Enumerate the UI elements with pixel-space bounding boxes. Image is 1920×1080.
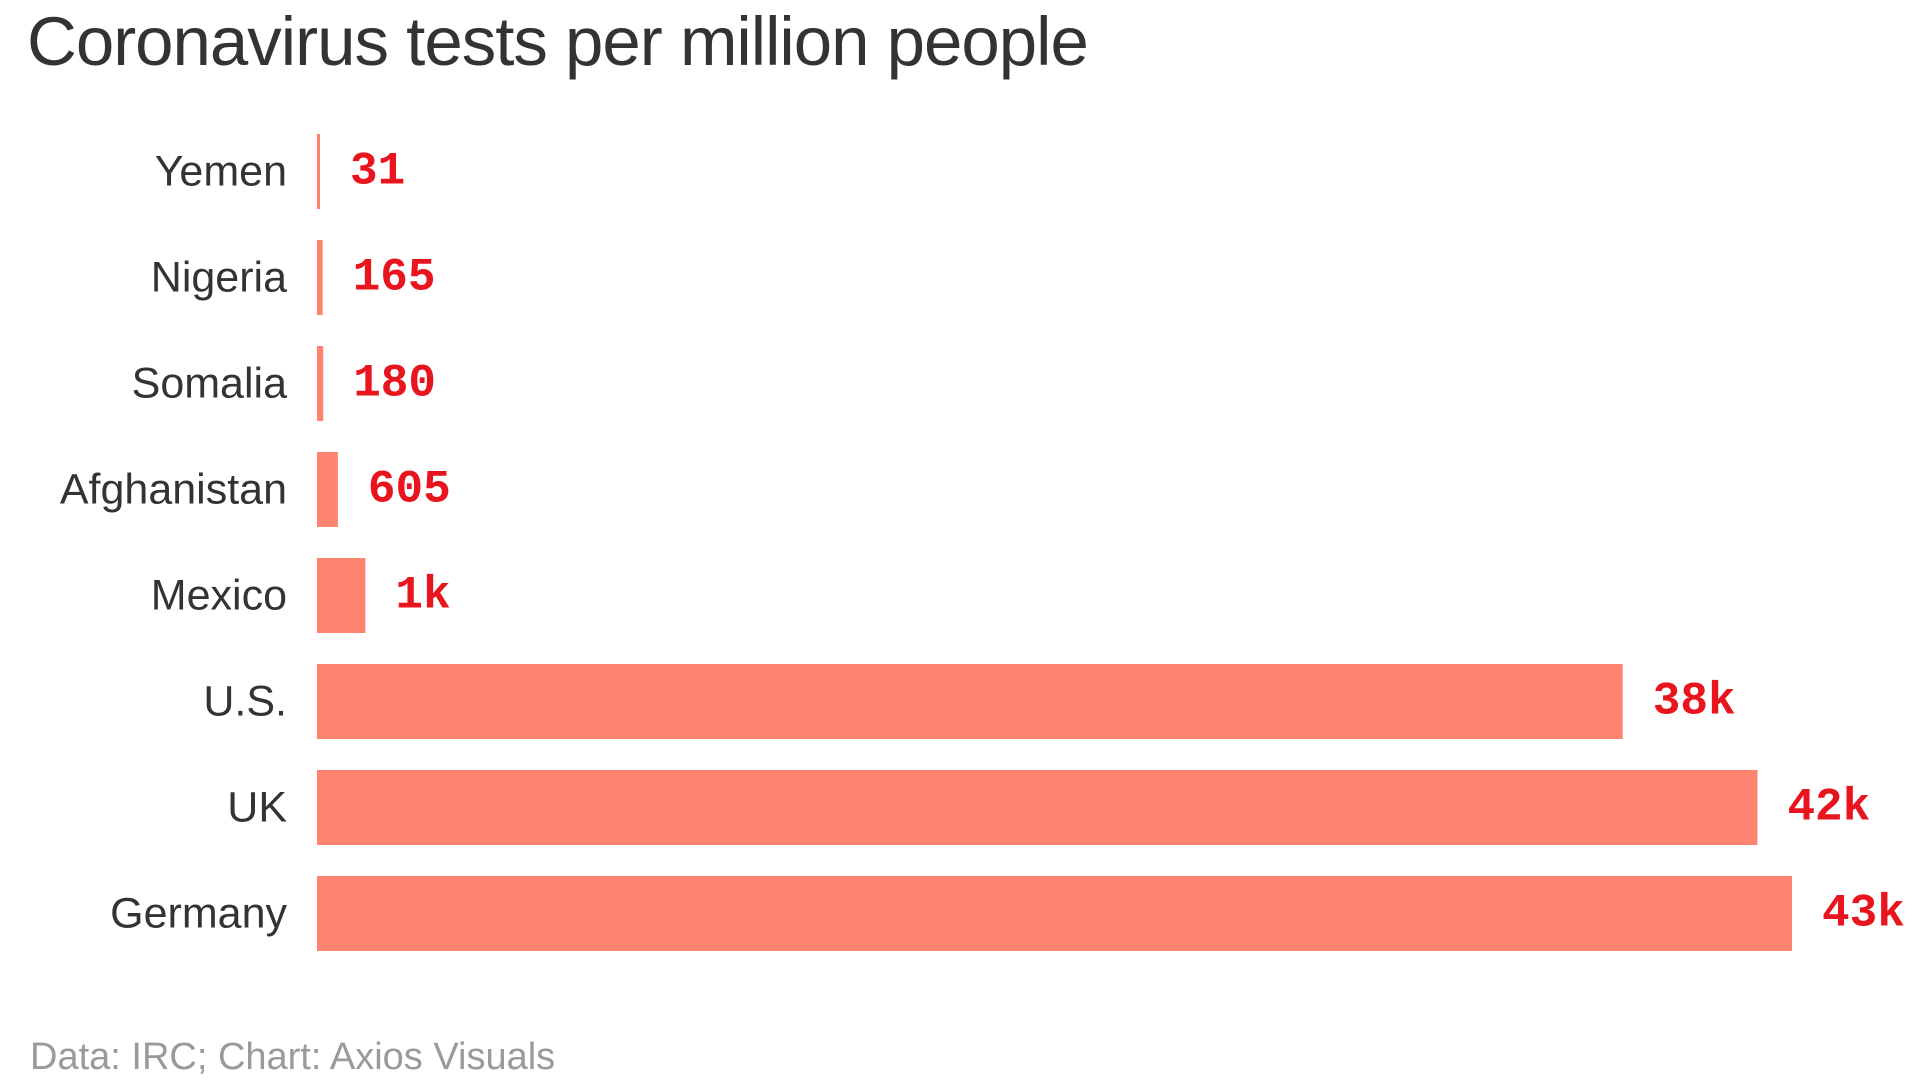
chart-title: Coronavirus tests per million people — [27, 3, 1089, 80]
value-label-nigeria: 165 — [353, 252, 436, 304]
value-label-afghanistan: 605 — [368, 464, 451, 516]
source-note: Data: IRC; Chart: Axios Visuals — [30, 1036, 556, 1078]
category-label-u-s: U.S. — [203, 678, 287, 726]
bars-layer — [317, 134, 1792, 951]
bar-yemen — [317, 134, 320, 209]
category-label-yemen: Yemen — [155, 148, 287, 196]
bar-uk — [317, 770, 1758, 845]
value-label-mexico: 1k — [395, 570, 450, 622]
bar-somalia — [317, 346, 324, 421]
category-label-germany: Germany — [110, 890, 287, 938]
category-label-somalia: Somalia — [132, 360, 287, 408]
value-label-yemen: 31 — [350, 146, 405, 198]
bar-mexico — [317, 558, 366, 633]
category-label-mexico: Mexico — [151, 572, 287, 620]
value-label-germany: 43k — [1822, 888, 1905, 940]
bar-nigeria — [317, 240, 323, 315]
labels-layer: Yemen 31 Nigeria 165 Somalia 180 Afghanistan 60… — [60, 146, 1905, 940]
category-label-afghanistan: Afghanistan — [60, 466, 287, 514]
value-label-somalia: 180 — [353, 358, 436, 410]
category-label-nigeria: Nigeria — [151, 254, 287, 302]
category-label-uk: UK — [227, 784, 287, 832]
bar-u-s — [317, 664, 1623, 739]
value-label-uk: 42k — [1787, 782, 1870, 834]
bar-germany — [317, 876, 1792, 951]
bar-afghanistan — [317, 452, 338, 527]
value-label-u-s: 38k — [1653, 676, 1736, 728]
